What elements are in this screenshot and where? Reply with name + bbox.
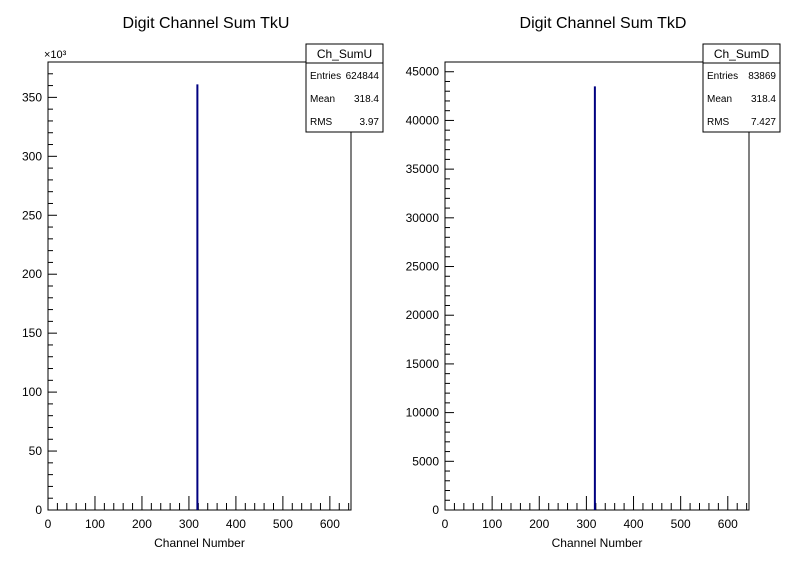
y-tick-label: 35000 <box>406 162 440 176</box>
y-tick-label: 5000 <box>412 454 439 468</box>
y-tick-label: 10000 <box>406 406 440 420</box>
y-tick-label: 15000 <box>406 357 440 371</box>
x-tick-label: 200 <box>132 517 152 531</box>
y-tick-label: 40000 <box>406 113 440 127</box>
y-tick-label: 250 <box>22 208 42 222</box>
stats-box <box>702 43 781 133</box>
stats-value: 3.97 <box>360 117 380 128</box>
x-tick-label: 300 <box>179 517 199 531</box>
x-axis-label: Channel Number <box>154 536 245 550</box>
stats-label: RMS <box>707 117 730 128</box>
y-exponent-label: ×10³ <box>44 49 67 61</box>
stats-label: Entries <box>707 71 738 82</box>
stats-name: Ch_SumD <box>714 47 770 61</box>
y-tick-label: 50 <box>29 444 43 458</box>
x-tick-label: 0 <box>45 517 52 531</box>
y-tick-label: 25000 <box>406 260 440 274</box>
y-tick-label: 30000 <box>406 211 440 225</box>
y-tick-label: 350 <box>22 90 42 104</box>
x-tick-label: 100 <box>482 517 502 531</box>
x-tick-label: 400 <box>226 517 246 531</box>
x-tick-label: 600 <box>718 517 738 531</box>
y-tick-label: 300 <box>22 149 42 163</box>
y-tick-label: 20000 <box>406 308 440 322</box>
y-tick-label: 0 <box>432 503 439 517</box>
stats-value: 318.4 <box>751 94 776 105</box>
y-tick-label: 0 <box>35 503 42 517</box>
x-tick-label: 300 <box>576 517 596 531</box>
chart-title: Digit Channel Sum TkD <box>520 15 687 32</box>
y-tick-label: 150 <box>22 326 42 340</box>
x-tick-label: 500 <box>671 517 691 531</box>
stats-label: Entries <box>310 71 341 82</box>
stats-label: Mean <box>310 94 335 105</box>
stats-label: Mean <box>707 94 732 105</box>
x-tick-label: 100 <box>85 517 105 531</box>
stats-value: 7.427 <box>751 117 776 128</box>
stats-name: Ch_SumU <box>317 47 372 61</box>
y-tick-label: 200 <box>22 267 42 281</box>
stats-value: 318.4 <box>354 94 379 105</box>
y-tick-label: 100 <box>22 385 42 399</box>
x-tick-label: 200 <box>529 517 549 531</box>
x-tick-label: 600 <box>320 517 340 531</box>
x-tick-label: 400 <box>624 517 644 531</box>
chart-title: Digit Channel Sum TkU <box>123 15 290 32</box>
x-axis-label: Channel Number <box>552 536 643 550</box>
stats-box <box>305 43 384 133</box>
stats-value: 83869 <box>748 71 776 82</box>
x-tick-label: 500 <box>273 517 293 531</box>
histogram-panel-tkd: Digit Channel Sum TkD 0 100 200 300 400 500 600… <box>406 15 781 550</box>
y-tick-label: 45000 <box>406 65 440 79</box>
stats-label: RMS <box>310 117 333 128</box>
stats-value: 624844 <box>346 71 380 82</box>
x-tick-label: 0 <box>442 517 449 531</box>
